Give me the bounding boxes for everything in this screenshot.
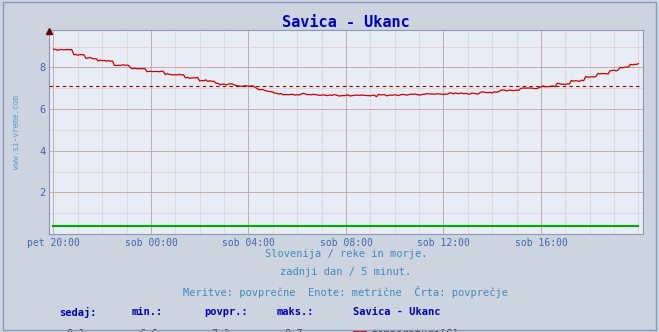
Text: 8,7: 8,7 — [284, 329, 302, 332]
Text: povpr.:: povpr.: — [204, 307, 248, 317]
Text: 7,1: 7,1 — [212, 329, 230, 332]
Text: 6,6: 6,6 — [139, 329, 158, 332]
Text: Meritve: povprečne  Enote: metrične  Črta: povprečje: Meritve: povprečne Enote: metrične Črta:… — [183, 286, 509, 297]
Text: Savica - Ukanc: Savica - Ukanc — [353, 307, 440, 317]
Text: Savica - Ukanc: Savica - Ukanc — [282, 15, 410, 30]
Text: 8,1: 8,1 — [67, 329, 85, 332]
Text: min.:: min.: — [132, 307, 163, 317]
Text: zadnji dan / 5 minut.: zadnji dan / 5 minut. — [280, 267, 412, 277]
Text: temperatura[C]: temperatura[C] — [371, 329, 459, 332]
Text: sedaj:: sedaj: — [59, 307, 97, 318]
Text: www.si-vreme.com: www.si-vreme.com — [13, 95, 21, 169]
Text: Slovenija / reke in morje.: Slovenija / reke in morje. — [265, 249, 427, 259]
Text: maks.:: maks.: — [277, 307, 314, 317]
